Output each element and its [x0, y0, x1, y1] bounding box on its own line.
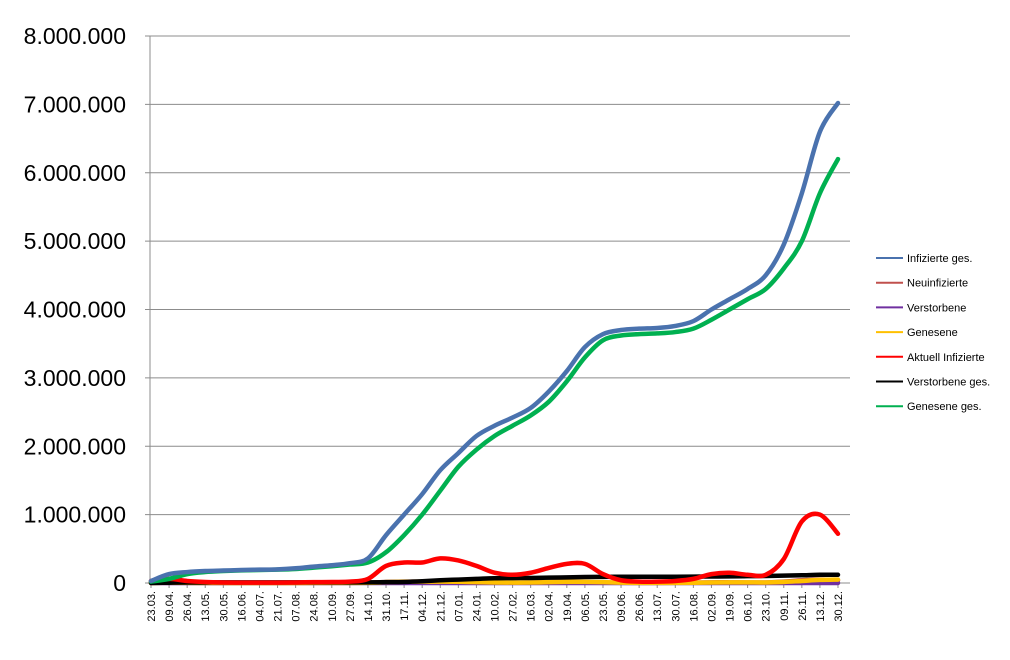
x-tick-label: 31.10. — [381, 591, 393, 622]
x-tick-label: 16.06. — [236, 591, 248, 622]
x-tick-label: 23.05. — [598, 591, 610, 622]
x-tick-label: 09.11. — [779, 591, 791, 621]
legend-label: Genesene — [907, 327, 958, 339]
x-tick-label: 09.04. — [164, 591, 176, 622]
x-tick-label: 30.07. — [670, 591, 682, 622]
x-tick-label: 24.01. — [471, 591, 483, 622]
legend-label: Aktuell Infizierte — [907, 352, 985, 364]
y-tick-label: 2.000.000 — [24, 433, 126, 459]
series-line-4 — [148, 511, 841, 585]
x-tick-label: 16.08. — [688, 591, 700, 622]
legend: Infizierte ges. Neuinfizierte Verstorbene G… — [876, 253, 990, 413]
y-tick-label: 8.000.000 — [24, 23, 126, 49]
series-lines — [148, 100, 841, 586]
x-tick-label: 19.04. — [562, 591, 574, 622]
x-tick-label: 14.10. — [363, 591, 375, 622]
y-tick-label: 3.000.000 — [24, 365, 126, 391]
x-tick-label: 30.05. — [218, 591, 230, 622]
x-tick-label: 16.03. — [526, 591, 538, 622]
x-tick-label: 17.11. — [399, 591, 411, 621]
x-tick-label: 04.12. — [417, 591, 429, 622]
legend-label: Neuinfizierte — [907, 278, 968, 290]
y-tick-label: 0 — [113, 570, 126, 596]
y-axis: 0 1.000.000 2.000.000 3.000.000 4.000.000 5.0… — [24, 23, 151, 596]
x-tick-label: 02.09. — [706, 591, 718, 622]
x-tick-label: 13.07. — [652, 591, 664, 622]
y-tick-label: 1.000.000 — [24, 502, 126, 528]
x-tick-label: 10.09. — [327, 591, 339, 622]
x-tick-label: 26.04. — [182, 591, 194, 622]
x-tick-label: 07.01. — [453, 591, 465, 622]
x-tick-label: 30.12. — [833, 591, 845, 622]
x-tick-label: 04.07. — [254, 591, 266, 622]
x-tick-label: 24.08. — [309, 591, 321, 622]
x-tick-label: 23.03. — [146, 591, 158, 622]
x-tick-label: 26.11. — [797, 591, 809, 621]
series-line-0 — [148, 100, 841, 584]
x-tick-label: 09.06. — [616, 591, 628, 622]
x-tick-label: 06.10. — [743, 591, 755, 622]
y-tick-label: 4.000.000 — [24, 297, 126, 323]
x-tick-label: 10.02. — [490, 591, 502, 622]
x-tick-label: 06.05. — [580, 591, 592, 622]
legend-label: Genesene ges. — [907, 401, 982, 413]
x-tick-label: 27.09. — [345, 591, 357, 622]
legend-label: Verstorbene — [907, 302, 966, 314]
legend-label: Infizierte ges. — [907, 253, 972, 265]
y-gridlines — [150, 35, 850, 516]
x-tick-label: 21.12. — [435, 591, 447, 622]
x-tick-label: 23.10. — [761, 591, 773, 622]
x-tick-label: 26.06. — [634, 591, 646, 622]
x-tick-label: 13.05. — [200, 591, 212, 622]
x-tick-label: 02.04. — [544, 591, 556, 622]
x-tick-label: 21.07. — [273, 591, 285, 622]
x-axis: 23.03. 09.04. 26.04. 13.05. 30.05. 16.06. 04.0… — [146, 582, 850, 622]
series-line-6 — [148, 156, 841, 584]
x-tick-label: 19.09. — [725, 591, 737, 622]
x-tick-label: 13.12. — [815, 591, 827, 622]
legend-label: Verstorbene ges. — [907, 377, 990, 389]
x-tick-label: 07.08. — [291, 591, 303, 622]
y-tick-label: 6.000.000 — [24, 160, 126, 186]
y-tick-label: 5.000.000 — [24, 228, 126, 254]
y-tick-label: 7.000.000 — [24, 91, 126, 117]
x-tick-label: 27.02. — [508, 591, 520, 622]
